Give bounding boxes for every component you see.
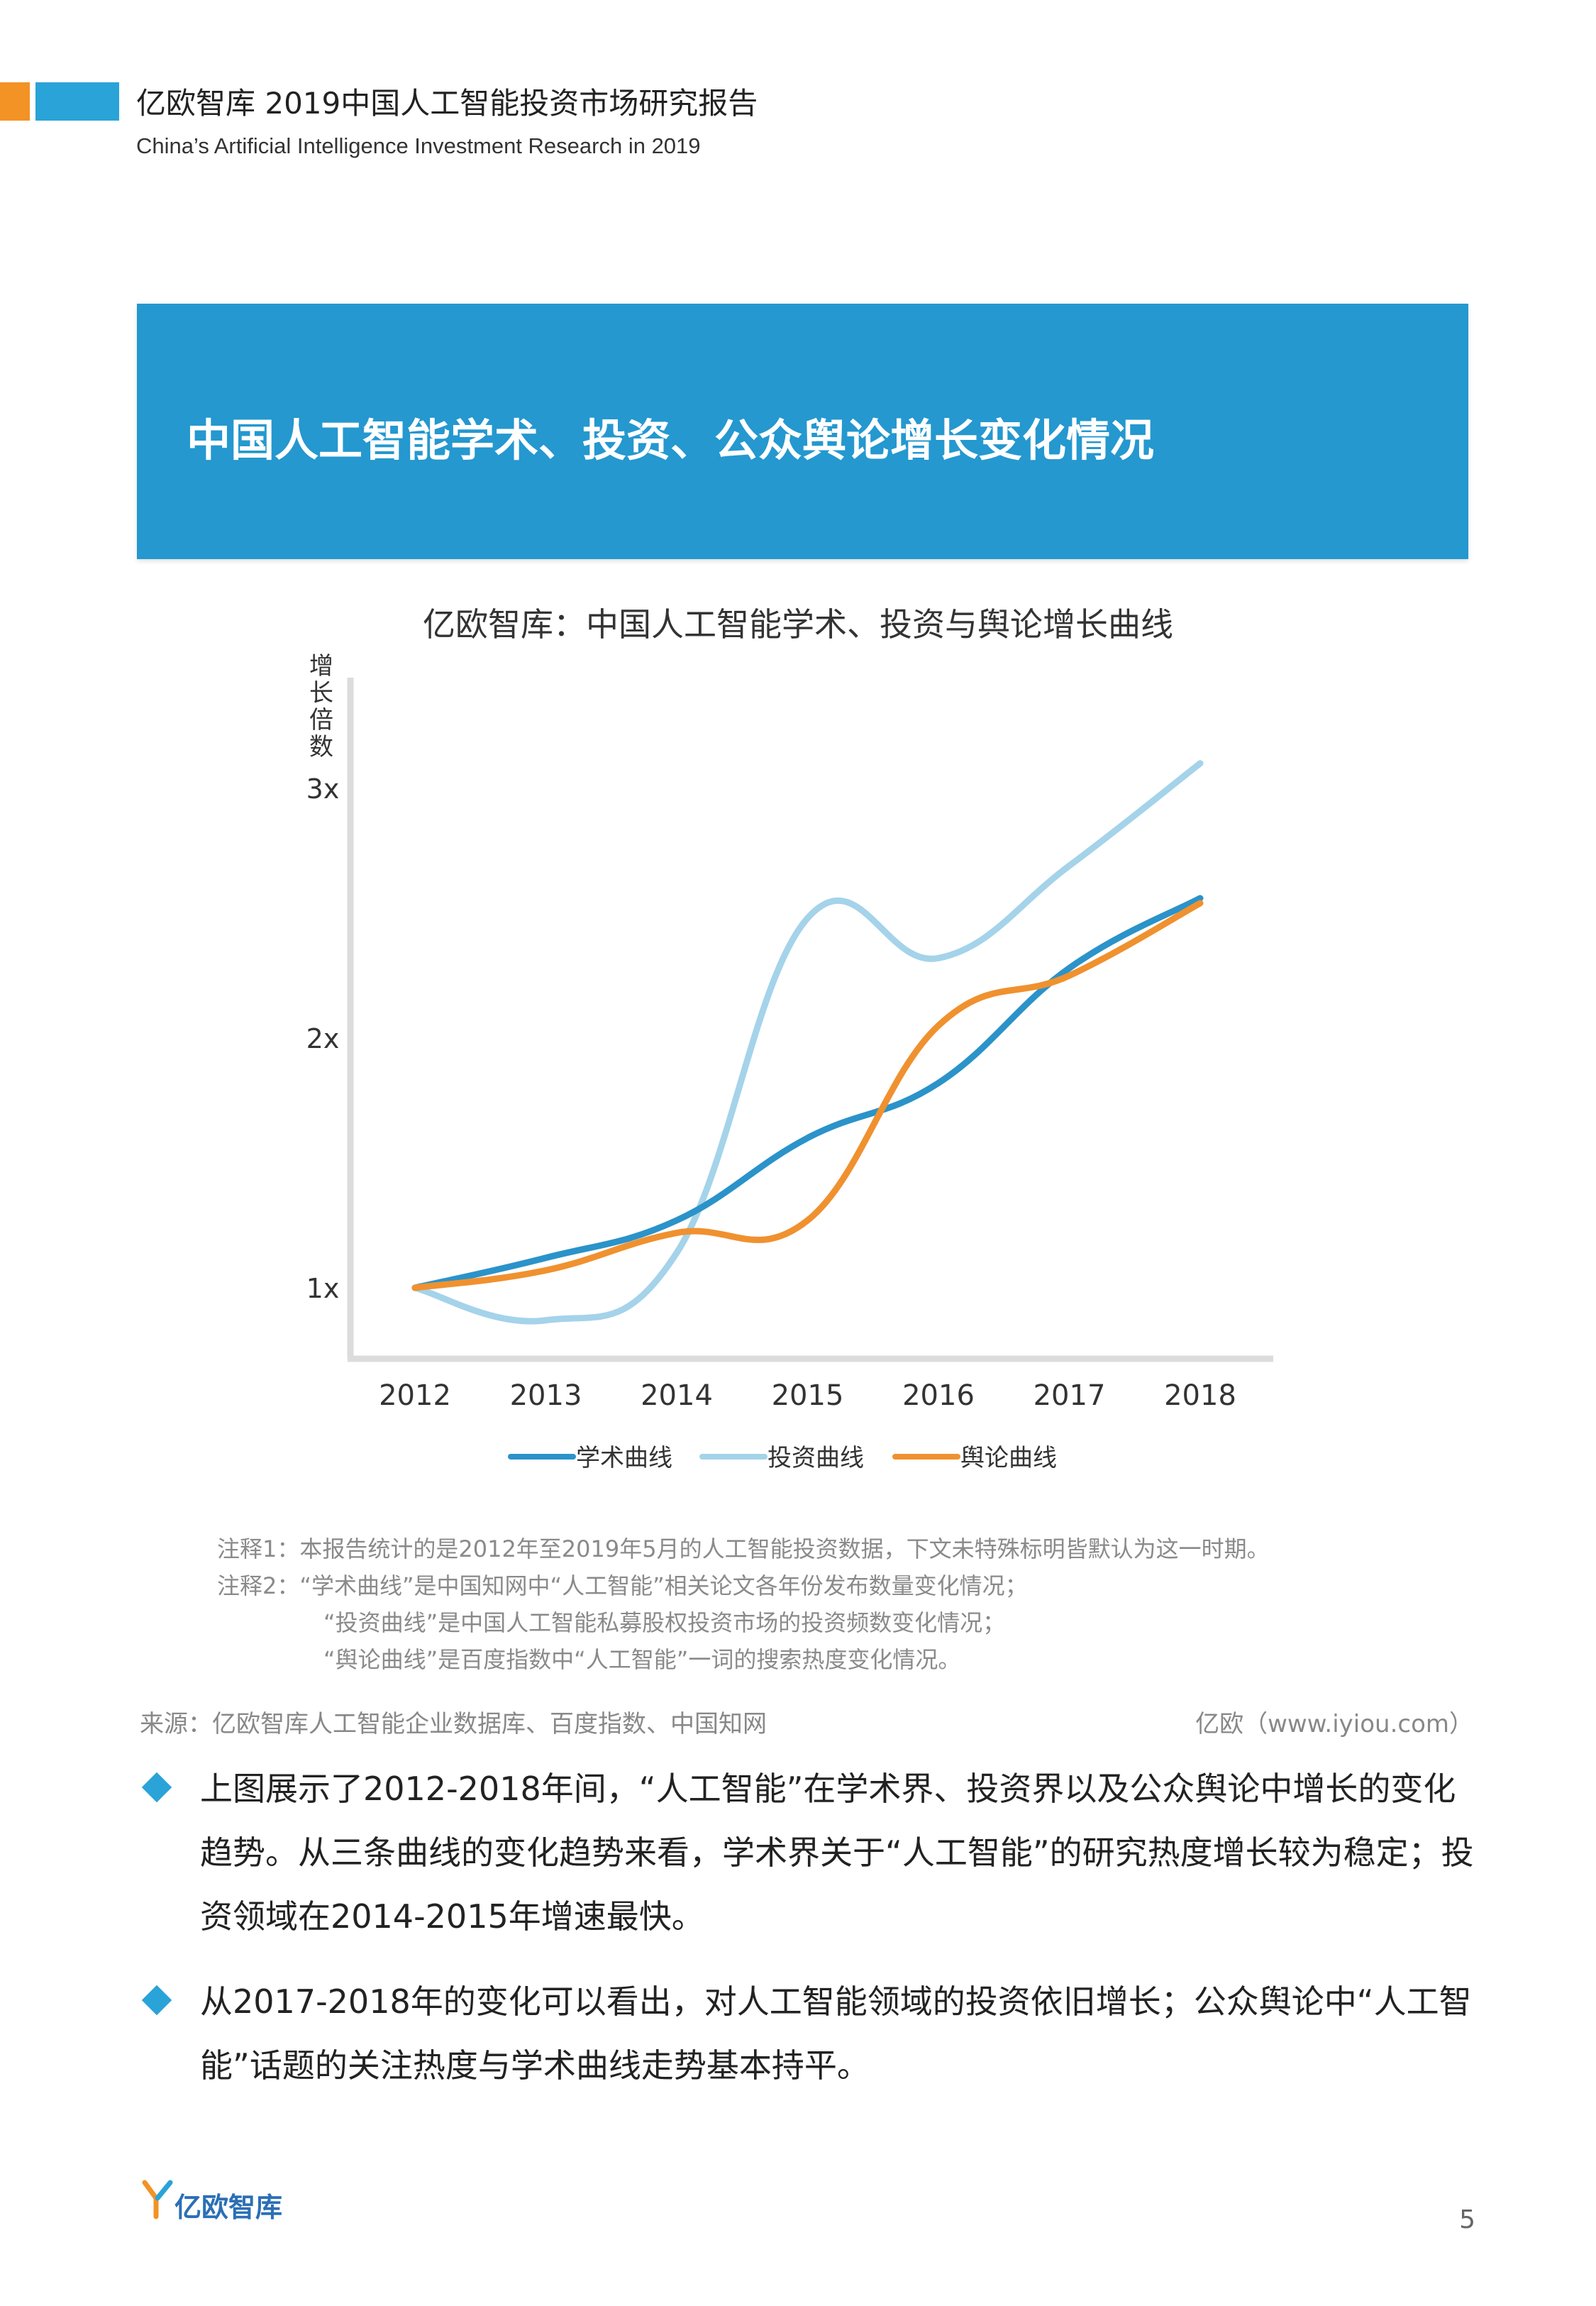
section-title: 中国人工智能学术、投资、公众舆论增长变化情况 xyxy=(187,414,1155,466)
y-axis-label-char: 数 xyxy=(309,733,333,761)
report-title: 亿欧智库 2019中国人工智能投资市场研究报告 xyxy=(136,86,758,121)
x-tick-label: 2013 xyxy=(510,1379,582,1412)
x-tick-label: 2017 xyxy=(1033,1379,1106,1412)
report-subtitle-en: China’s Artificial Intelligence Investme… xyxy=(136,133,701,158)
bullet-text-2: 从2017-2018年的变化可以看出，对人工智能领域的投资依旧增长；公众舆论中“… xyxy=(200,1982,1472,2085)
legend-label: 学术曲线 xyxy=(576,1444,672,1472)
source-text: 来源：亿欧智库人工智能企业数据库、百度指数、中国知网 xyxy=(140,1710,767,1738)
x-tick-label: 2014 xyxy=(641,1379,713,1412)
section-banner: 中国人工智能学术、投资、公众舆论增长变化情况 xyxy=(137,304,1468,559)
note-1: 注释1：本报告统计的是2012年至2019年5月的人工智能投资数据，下文未特殊标… xyxy=(217,1535,1270,1562)
series-line-舆论曲线 xyxy=(411,900,1204,1291)
y-tick-label: 1x xyxy=(306,1273,340,1304)
legend-label: 投资曲线 xyxy=(767,1444,864,1472)
legend-label: 舆论曲线 xyxy=(960,1444,1057,1472)
diamond-bullet-icon xyxy=(141,1772,172,1803)
y-tick-label: 3x xyxy=(306,773,340,805)
note-2-investment: “投资曲线”是中国人工智能私募股权投资市场的投资频数变化情况； xyxy=(323,1609,1006,1636)
logo-mark-icon xyxy=(142,2180,173,2219)
bullet-paragraph-1: 上图展示了2012-2018年间，“人工智能”在学术界、投资界以及公众舆论中增长… xyxy=(140,1757,1474,1948)
note-2: 注释2：“学术曲线”是中国知网中“人工智能”相关论文各年份发布数量变化情况； xyxy=(217,1572,1028,1599)
x-tick-label: 2016 xyxy=(902,1379,975,1412)
x-tick-label: 2012 xyxy=(379,1379,451,1412)
x-tick-label: 2018 xyxy=(1164,1379,1236,1412)
header-accent-orange xyxy=(0,82,30,121)
diamond-bullet-icon xyxy=(141,1985,172,2016)
note-2-opinion: “舆论曲线”是百度指数中“人工智能”一词的搜索热度变化情况。 xyxy=(323,1646,961,1673)
bullet-text-1: 上图展示了2012-2018年间，“人工智能”在学术界、投资界以及公众舆论中增长… xyxy=(200,1770,1474,1936)
y-axis-label-char: 长 xyxy=(309,679,333,707)
source-site: 亿欧（www.iyiou.com） xyxy=(1195,1710,1473,1738)
page-number: 5 xyxy=(1459,2205,1475,2234)
bullet-paragraph-2: 从2017-2018年的变化可以看出，对人工智能领域的投资依旧增长；公众舆论中“… xyxy=(140,1970,1474,2097)
y-tick-label: 2x xyxy=(306,1023,340,1054)
logo-text: 亿欧智库 xyxy=(174,2192,283,2223)
series-line-学术曲线 xyxy=(411,895,1204,1291)
yiou-logo: 亿欧智库 xyxy=(142,2180,298,2223)
x-tick-label: 2015 xyxy=(772,1379,844,1412)
series-line-投资曲线 xyxy=(411,760,1204,1325)
y-axis-label-char: 增 xyxy=(309,652,333,680)
chart-title: 亿欧智库：中国人工智能学术、投资与舆论增长曲线 xyxy=(423,605,1173,644)
header-accent-blue xyxy=(35,82,119,121)
y-axis-label-char: 倍 xyxy=(309,706,333,734)
